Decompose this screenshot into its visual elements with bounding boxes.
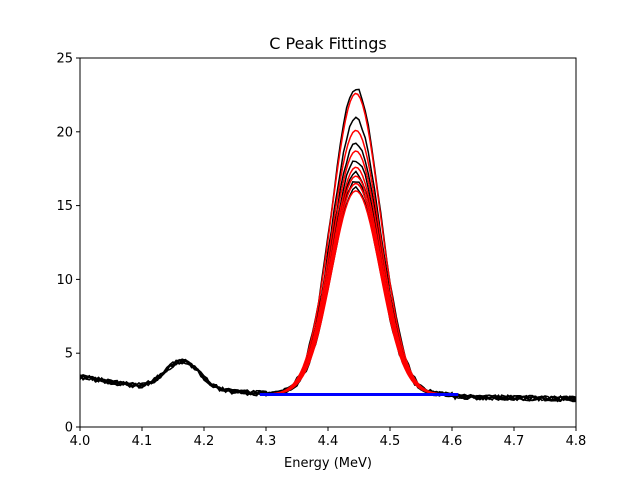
x-tick-label: 4.6 <box>442 434 463 449</box>
fit-series-line <box>265 92 453 396</box>
series-layer <box>80 88 576 403</box>
y-tick-label: 10 <box>56 273 73 288</box>
y-axis: 0 5 10 15 20 25 <box>56 52 80 436</box>
chart-title: C Peak Fittings <box>269 34 386 53</box>
y-tick-label: 5 <box>65 347 73 362</box>
x-tick-label: 4.1 <box>132 434 153 449</box>
x-tick-label: 4.3 <box>256 434 277 449</box>
y-tick-label: 15 <box>56 199 73 214</box>
x-axis-label: Energy (MeV) <box>284 456 372 471</box>
x-axis: 4.0 4.1 4.2 4.3 4.4 4.5 4.6 4.7 4.8 <box>70 427 587 449</box>
x-tick-label: 4.7 <box>504 434 525 449</box>
y-tick-label: 0 <box>65 421 73 436</box>
x-tick-label: 4.8 <box>566 434 587 449</box>
plot-area <box>80 88 576 403</box>
x-tick-label: 4.2 <box>194 434 215 449</box>
y-tick-label: 20 <box>56 125 73 140</box>
x-tick-label: 4.5 <box>380 434 401 449</box>
y-tick-label: 25 <box>56 52 73 67</box>
x-tick-label: 4.0 <box>70 434 91 449</box>
x-tick-label: 4.4 <box>318 434 339 449</box>
fit-series-line <box>265 190 453 396</box>
